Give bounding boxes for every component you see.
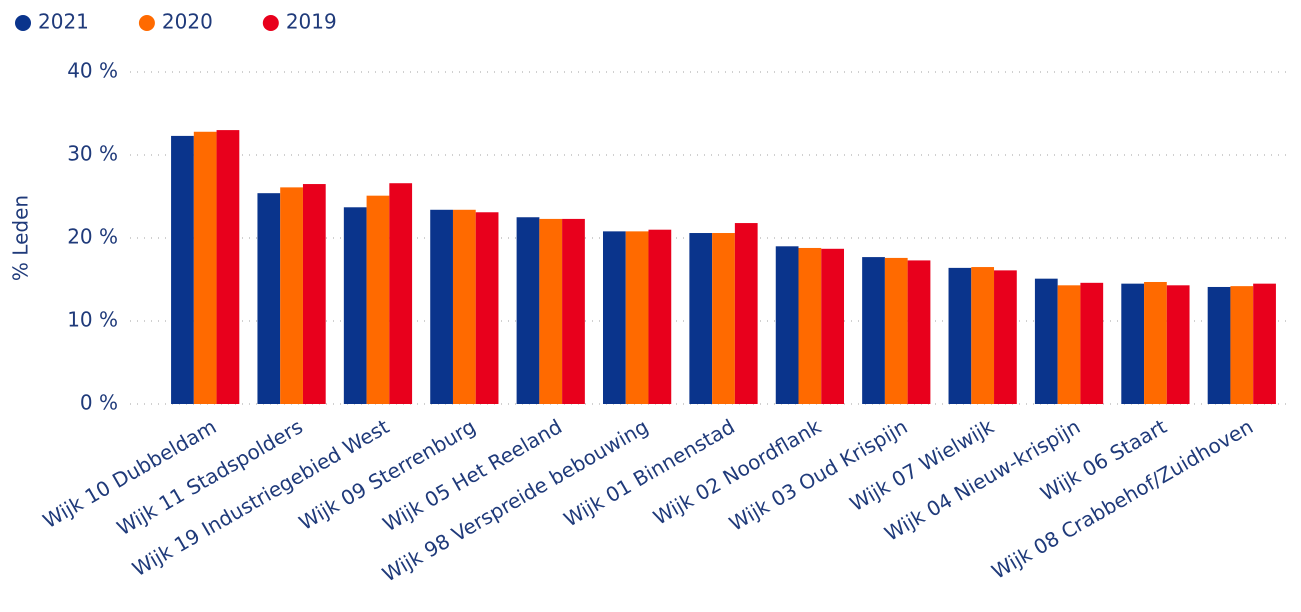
bar bbox=[1207, 286, 1231, 404]
y-tick-label: 20 % bbox=[67, 225, 118, 249]
bar bbox=[1230, 286, 1254, 404]
bar bbox=[821, 248, 845, 404]
bar bbox=[1166, 285, 1190, 404]
legend-label: 2021 bbox=[38, 10, 89, 34]
bar bbox=[516, 217, 540, 404]
bar bbox=[452, 209, 476, 404]
legend-marker bbox=[15, 15, 31, 31]
bar bbox=[907, 260, 931, 404]
bar bbox=[171, 135, 194, 404]
bar bbox=[475, 212, 499, 404]
y-tick-label: 0 % bbox=[80, 391, 118, 415]
bar bbox=[280, 187, 303, 404]
bar bbox=[712, 233, 735, 404]
bar bbox=[539, 218, 563, 404]
legend-marker bbox=[262, 15, 279, 31]
bar bbox=[257, 193, 281, 404]
legend-marker bbox=[138, 15, 155, 31]
y-tick-label: 40 % bbox=[67, 59, 118, 83]
bar bbox=[1034, 278, 1058, 404]
bar bbox=[884, 257, 908, 404]
bar bbox=[971, 267, 995, 404]
bar bbox=[1253, 283, 1276, 404]
bar bbox=[689, 233, 713, 404]
bar bbox=[562, 218, 585, 404]
bar bbox=[389, 183, 413, 404]
bar bbox=[625, 231, 649, 404]
y-tick-label: 10 % bbox=[67, 308, 118, 332]
bar bbox=[994, 270, 1017, 404]
bar bbox=[366, 195, 390, 404]
bar bbox=[775, 246, 799, 404]
bar bbox=[1144, 281, 1167, 404]
bar bbox=[1080, 282, 1104, 404]
bar bbox=[948, 267, 972, 404]
legend-label: 2019 bbox=[286, 10, 337, 34]
bar bbox=[1121, 283, 1145, 404]
bar bbox=[734, 223, 758, 404]
bar bbox=[798, 247, 822, 404]
bar bbox=[302, 184, 326, 404]
y-axis-label: % Leden bbox=[9, 195, 33, 281]
bar bbox=[602, 231, 626, 404]
legend-label: 2020 bbox=[162, 10, 213, 34]
bar bbox=[1057, 285, 1081, 404]
bar bbox=[648, 229, 672, 404]
bar bbox=[430, 209, 453, 404]
bar bbox=[193, 131, 217, 404]
bar bbox=[343, 207, 367, 404]
y-tick-label: 30 % bbox=[67, 142, 118, 166]
bar bbox=[862, 257, 885, 404]
bar bbox=[216, 130, 240, 404]
